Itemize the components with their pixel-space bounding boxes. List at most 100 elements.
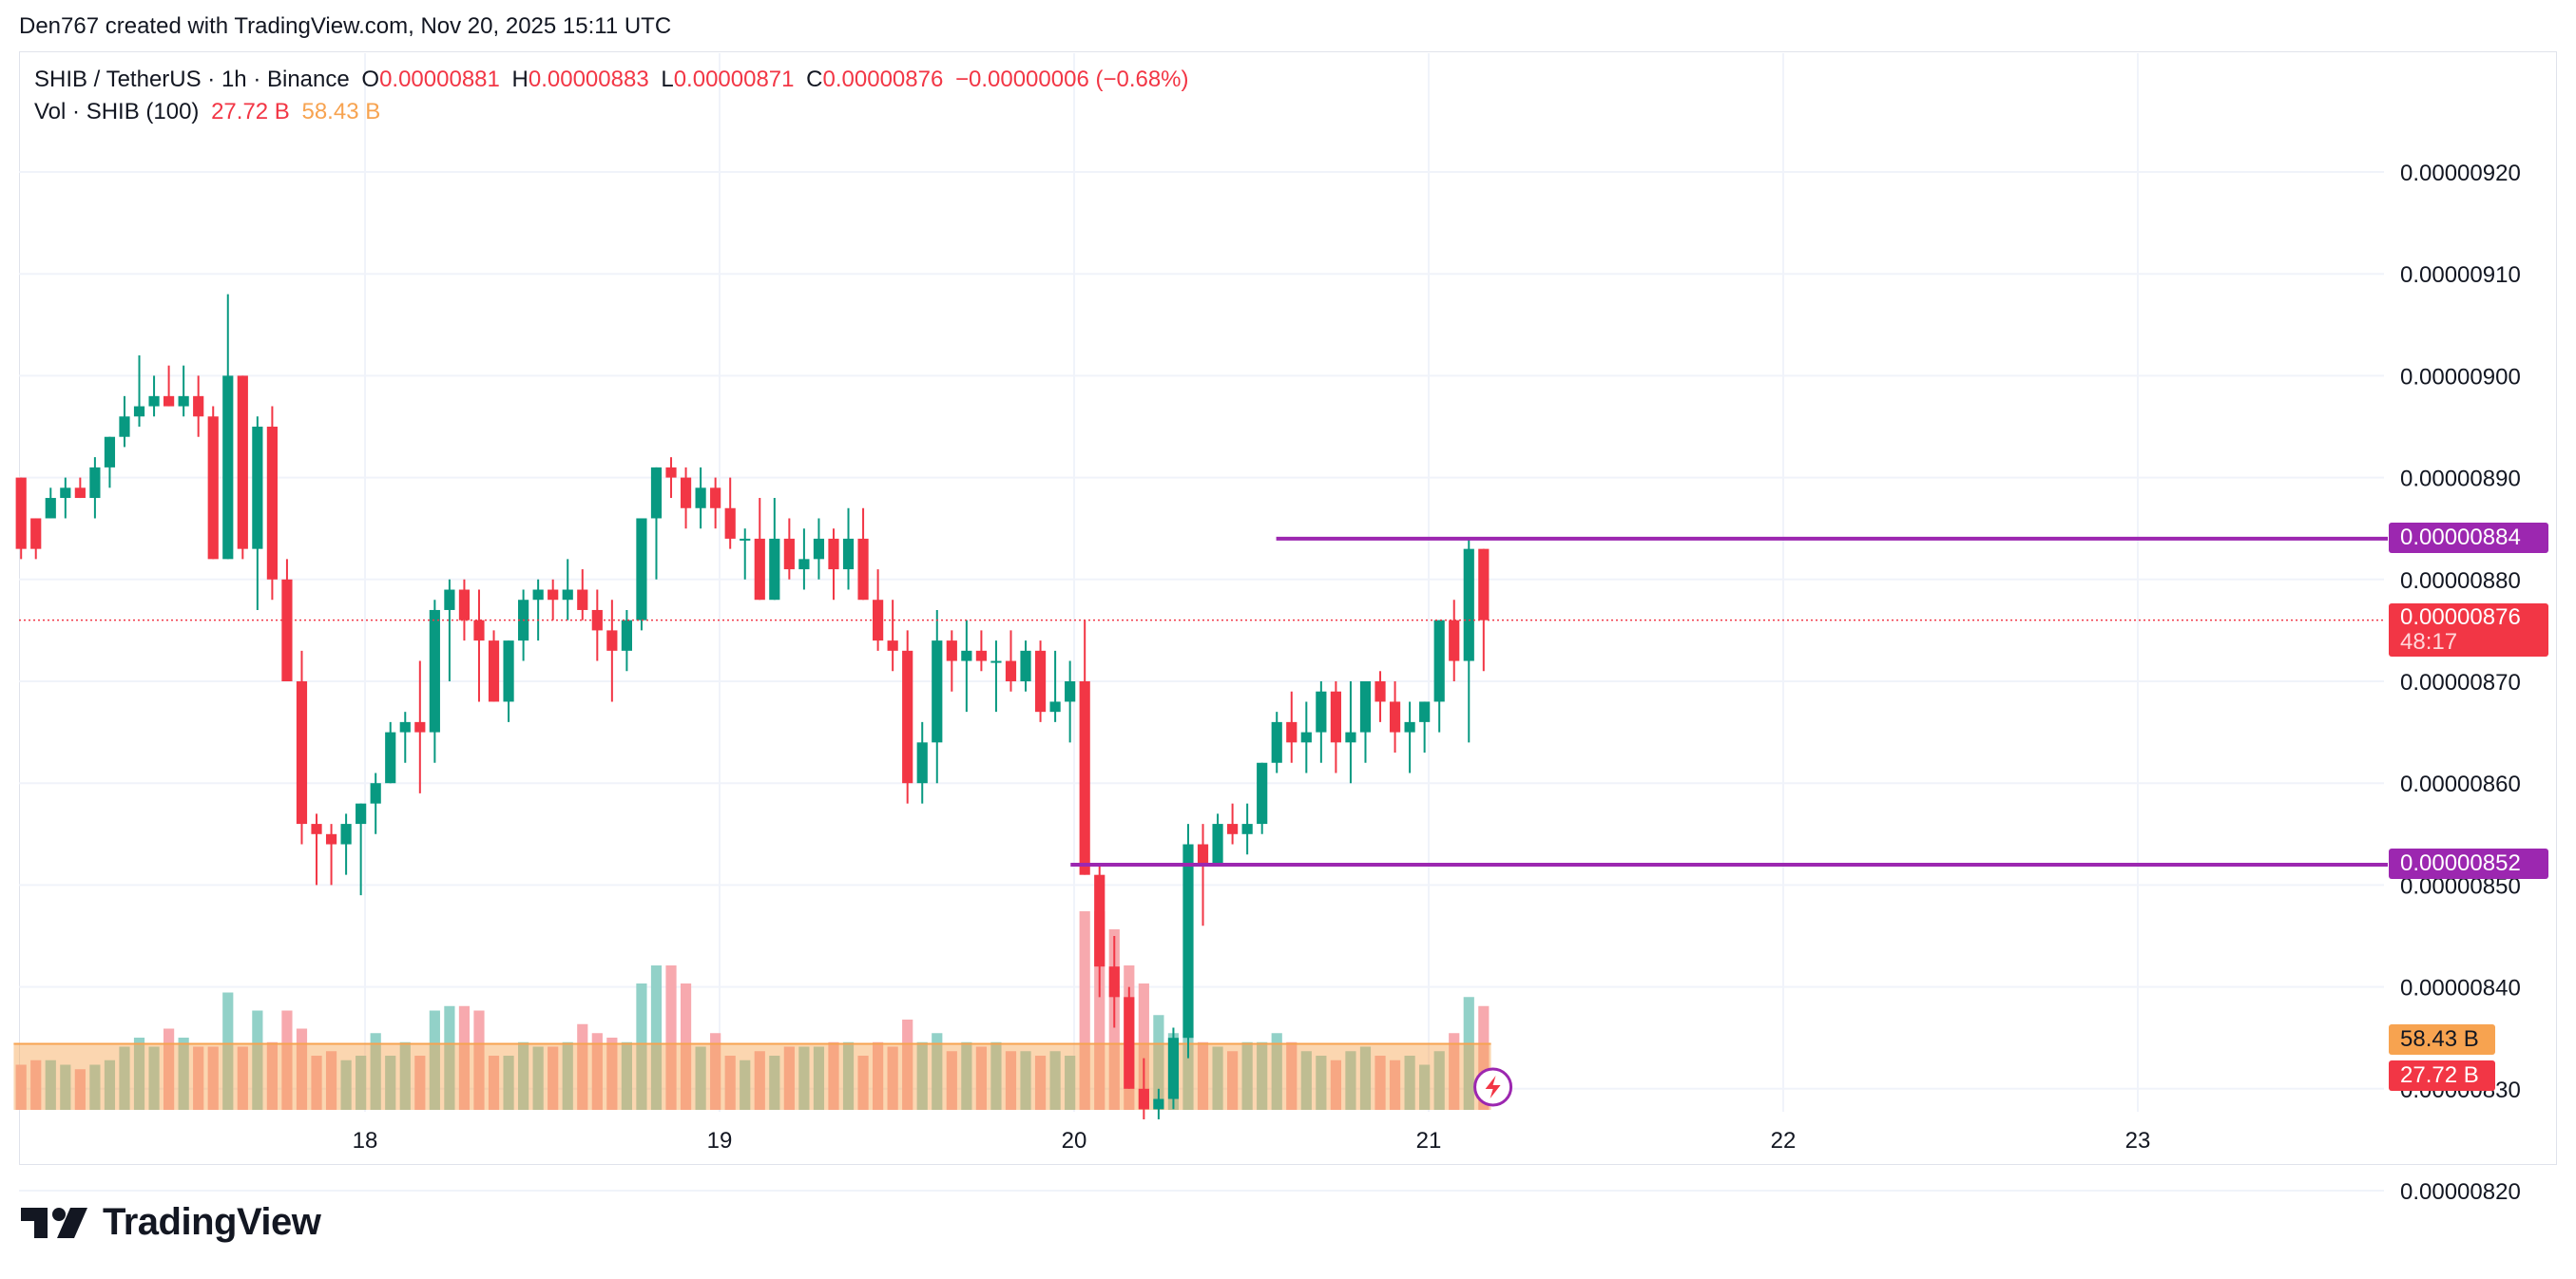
volume-bar — [695, 1046, 706, 1110]
candle-body — [887, 640, 898, 651]
volume-bar — [1389, 1059, 1401, 1110]
candle-body — [916, 742, 928, 784]
tradingview-logo[interactable]: TradingView — [21, 1201, 321, 1244]
volume-ma-value: 58.43 B — [301, 99, 381, 124]
candle-body — [1257, 762, 1268, 825]
x-tick-label: 23 — [2125, 1128, 2151, 1154]
candle-body — [961, 650, 972, 661]
candle-body — [1094, 874, 1105, 967]
volume-bar — [488, 1056, 500, 1110]
volume-bar — [237, 1046, 248, 1110]
volume-bar — [399, 1041, 411, 1110]
volume-bar — [473, 1010, 485, 1110]
volume-bar — [1153, 1015, 1164, 1110]
candle-body — [429, 609, 440, 733]
candle-body — [1359, 681, 1372, 733]
volume-bar — [370, 1033, 381, 1110]
candle-body — [1138, 1088, 1149, 1110]
lightning-icon — [1485, 1076, 1501, 1098]
candle-body — [370, 783, 381, 804]
volume-ma-badge: 58.43 B — [2389, 1024, 2495, 1055]
candle-body — [1330, 691, 1341, 743]
candle-body — [60, 487, 71, 499]
countdown-value: 48:17 — [2400, 628, 2458, 655]
volume-bar — [577, 1023, 588, 1110]
volume-bar — [1034, 1056, 1047, 1110]
high-value: 0.00000883 — [528, 67, 649, 92]
resistance-price-badge: 0.00000884 — [2389, 522, 2548, 553]
volume-bar — [606, 1038, 618, 1110]
volume-bar — [1241, 1041, 1253, 1110]
volume-bar — [754, 1051, 765, 1110]
chart-frame — [19, 51, 2557, 1165]
volume-bar — [1257, 1041, 1268, 1110]
volume-bar — [1300, 1051, 1312, 1110]
y-tick-label: 0.00000880 — [2400, 568, 2521, 594]
volume-bar — [222, 992, 234, 1110]
x-tick-label: 19 — [707, 1128, 733, 1154]
volume-bar — [444, 1005, 455, 1110]
volume-bar — [990, 1041, 1002, 1110]
volume-bar — [385, 1056, 396, 1110]
candle-body — [1478, 548, 1490, 620]
close-value: 0.00000876 — [822, 67, 944, 92]
symbol-label[interactable]: SHIB / TetherUS · 1h · Binance — [34, 67, 350, 92]
volume-bar — [1463, 997, 1474, 1110]
candle-body — [562, 589, 573, 601]
high-label: H — [511, 67, 529, 92]
ohlc-legend: SHIB / TetherUS · 1h · Binance O 0.000008… — [34, 67, 1195, 93]
volume-bar — [887, 1046, 898, 1110]
candle-body — [1020, 650, 1031, 681]
candle-body — [1463, 548, 1474, 661]
candle-body — [842, 538, 855, 570]
volume-bar — [813, 1046, 825, 1110]
volume-bar — [45, 1059, 56, 1110]
volume-label[interactable]: Vol · SHIB (100) — [34, 99, 200, 124]
candle-body — [325, 833, 337, 845]
volume-bar — [1020, 1051, 1031, 1110]
candle-body — [932, 640, 943, 743]
candle-body — [178, 395, 189, 407]
last-price-badge: 0.00000876 48:17 — [2389, 602, 2548, 657]
candle-body — [769, 538, 780, 601]
volume-bar — [724, 1056, 736, 1110]
volume-bar — [562, 1041, 573, 1110]
volume-bar — [665, 965, 677, 1110]
y-tick-label: 0.00000870 — [2400, 670, 2521, 696]
volume-bar — [30, 1059, 42, 1110]
volume-bar — [1433, 1051, 1445, 1110]
candle-body — [1212, 824, 1223, 865]
volume-bar — [74, 1069, 86, 1110]
low-value: 0.00000871 — [673, 67, 795, 92]
volume-bar — [340, 1059, 352, 1110]
candle-body — [1124, 997, 1135, 1089]
candle-body — [133, 406, 145, 417]
volume-bar — [1049, 1051, 1061, 1110]
candle-body — [15, 477, 27, 549]
volume-bar — [532, 1046, 544, 1110]
volume-bar — [296, 1028, 308, 1110]
tradingview-logo-icon — [21, 1207, 87, 1238]
volume-bar — [1316, 1056, 1327, 1110]
volume-bar — [60, 1064, 71, 1110]
candle-body — [710, 487, 721, 508]
volume-bar — [740, 1059, 751, 1110]
volume-bar — [680, 983, 692, 1110]
volume-bar — [650, 965, 663, 1110]
candle-body — [148, 395, 160, 407]
volume-bar — [266, 1041, 278, 1110]
volume-bar — [119, 1046, 130, 1110]
volume-bar — [281, 1010, 293, 1110]
y-tick-label: 0.00000840 — [2400, 976, 2521, 1002]
candle-body — [104, 436, 116, 468]
candle-body — [281, 579, 293, 681]
candle-body — [695, 487, 706, 508]
volume-bar — [946, 1051, 957, 1110]
candle-body — [222, 375, 234, 560]
open-label: O — [361, 67, 380, 92]
candle-body — [798, 559, 810, 570]
candle-body — [473, 620, 485, 641]
x-tick-label: 20 — [1062, 1128, 1087, 1154]
candle-body — [311, 824, 322, 834]
